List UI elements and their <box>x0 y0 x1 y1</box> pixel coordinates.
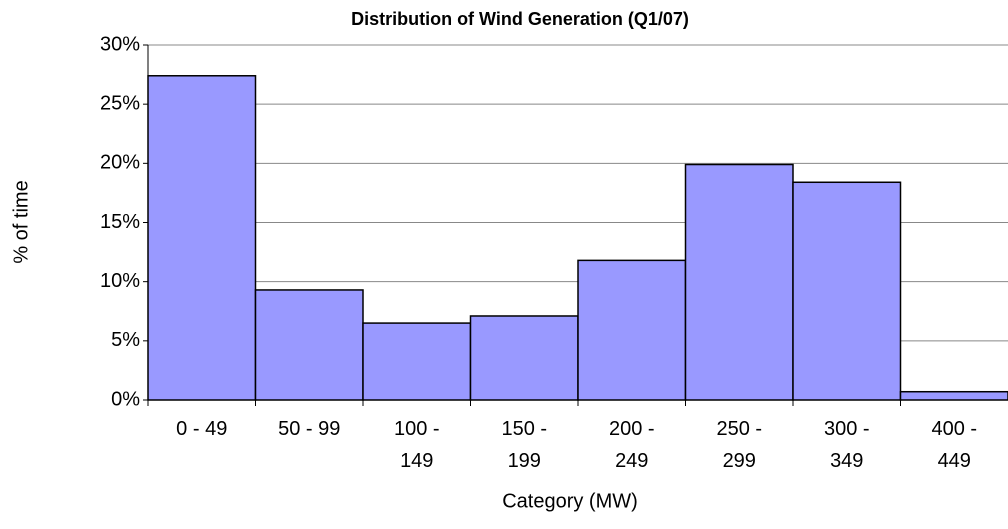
x-tick-label: 300 - 349 <box>823 418 870 472</box>
chart-title: Distribution of Wind Generation (Q1/07) <box>351 9 689 29</box>
y-tick-label: 0% <box>111 388 140 410</box>
y-tick-label: 15% <box>100 211 140 233</box>
x-tick-label: 100 - 149 <box>393 418 440 472</box>
bar <box>684 163 794 401</box>
bar <box>254 289 364 401</box>
bar <box>362 322 472 401</box>
x-tick-label: 250 - 299 <box>716 418 763 472</box>
x-tick-label: 0 - 49 <box>176 418 228 440</box>
bar <box>792 181 902 401</box>
x-tick-label: 400 - 449 <box>931 418 978 472</box>
bar <box>899 390 1008 401</box>
y-tick-label: 30% <box>100 33 140 55</box>
x-tick-label: 200 - 249 <box>608 418 655 472</box>
y-axis-label: % of time <box>10 180 32 263</box>
bar <box>147 75 257 401</box>
x-axis-label: Category (MW) <box>502 490 638 512</box>
y-tick-label: 10% <box>100 270 140 292</box>
x-tick-label: 50 - 99 <box>278 418 341 440</box>
bar <box>577 259 687 401</box>
bar <box>469 315 579 401</box>
y-tick-label: 5% <box>111 329 140 351</box>
y-tick-label: 25% <box>100 92 140 114</box>
x-tick-label: 150 - 199 <box>501 418 548 472</box>
y-tick-label: 20% <box>100 152 140 174</box>
